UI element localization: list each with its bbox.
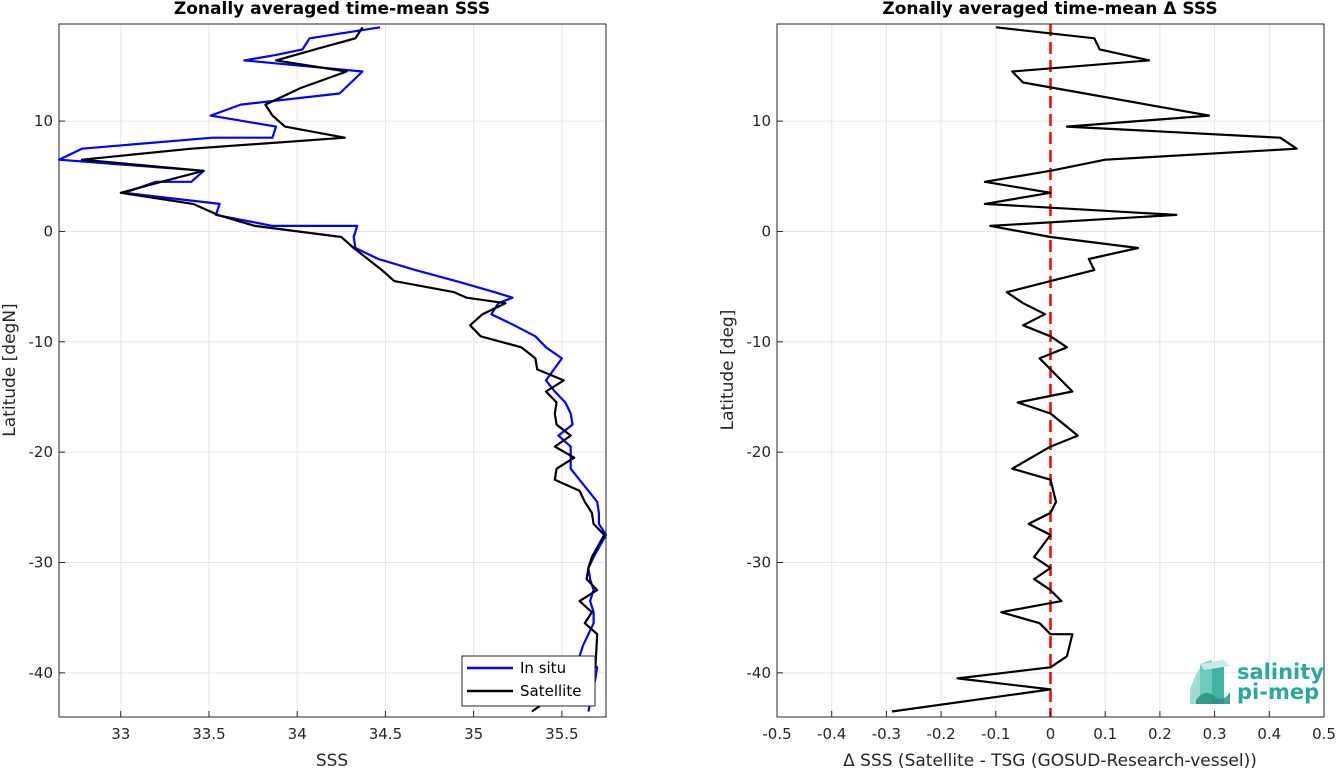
x-tick-label: -0.4: [817, 725, 846, 743]
x-tick-label: 0.3: [1203, 725, 1227, 743]
series-layer: [57, 26, 608, 713]
y-axis-label: Latitude [deg]: [718, 310, 738, 431]
y-tick-label: -10: [747, 333, 772, 351]
x-axis-label: Δ SSS (Satellite - TSG (GOSUD-Research-v…: [843, 751, 1257, 769]
plot-area: [59, 24, 606, 717]
x-tick-label: -0.3: [872, 725, 901, 743]
x-tick-label: 0.2: [1148, 725, 1172, 743]
series-line-in-situ: [57, 26, 608, 712]
y-tick-label: -40: [747, 664, 772, 682]
x-tick-label: 35: [464, 725, 483, 743]
x-tick-label: 34.5: [369, 725, 402, 743]
legend: In situ Satellite: [461, 655, 596, 707]
logo-waves-icon: [1190, 660, 1230, 704]
tick-layer: 33 33.5 34 34.5 35 35.5 -40 -30 -20 -10 0 10: [29, 112, 579, 743]
plot-frame: [58, 23, 607, 718]
delta-sss-chart: Zonally averaged time-mean Δ SSS -0.5 -0.…: [718, 0, 1336, 769]
tick-layer: -0.5 -0.4 -0.3 -0.2 -0.1 0 0.1 0.2 0.3 0.4 0.5 -40 -…: [747, 112, 1336, 743]
y-tick-label: 0: [761, 222, 771, 240]
x-tick-label: 33.5: [192, 725, 225, 743]
x-tick-label: -0.5: [762, 725, 791, 743]
logo-text-line1: salinity: [1237, 660, 1324, 684]
x-tick-label: 35.5: [545, 725, 578, 743]
legend-box: [461, 655, 596, 707]
x-tick-label: 34: [288, 725, 307, 743]
x-tick-label: 33: [111, 725, 130, 743]
chart-title: Zonally averaged time-mean Δ SSS: [882, 0, 1217, 19]
x-tick-label: -0.1: [981, 725, 1010, 743]
y-tick-label: -20: [29, 443, 54, 461]
sss-chart: Zonally averaged time-mean SSS 33 33.5 34 3…: [0, 0, 608, 769]
x-tick-label: 0.4: [1257, 725, 1281, 743]
legend-label-in-situ: In situ: [520, 659, 566, 677]
y-tick-label: -30: [29, 554, 54, 572]
series-layer: [891, 26, 1298, 713]
y-axis-label: Latitude [degN]: [0, 303, 20, 436]
x-tick-label: -0.2: [926, 725, 955, 743]
x-axis-label: SSS: [316, 751, 348, 769]
y-tick-label: -30: [747, 554, 772, 572]
logo-text-line2: pi-mep: [1237, 680, 1319, 704]
chart-title: Zonally averaged time-mean SSS: [174, 0, 490, 19]
legend-label-satellite: Satellite: [520, 682, 581, 700]
y-tick-label: 0: [43, 222, 53, 240]
y-tick-label: -10: [29, 333, 54, 351]
series-line-delta: [891, 26, 1298, 713]
x-tick-label: 0: [1046, 725, 1056, 743]
grid: [59, 24, 606, 717]
series-line-satellite: [80, 26, 606, 713]
y-tick-label: 10: [752, 112, 771, 130]
y-tick-label: -40: [29, 664, 54, 682]
x-tick-label: 0.5: [1312, 725, 1336, 743]
y-tick-label: 10: [34, 112, 53, 130]
salinity-pi-mep-logo: salinity pi-mep: [1190, 660, 1324, 704]
y-tick-label: -20: [747, 443, 772, 461]
x-tick-label: 0.1: [1093, 725, 1117, 743]
